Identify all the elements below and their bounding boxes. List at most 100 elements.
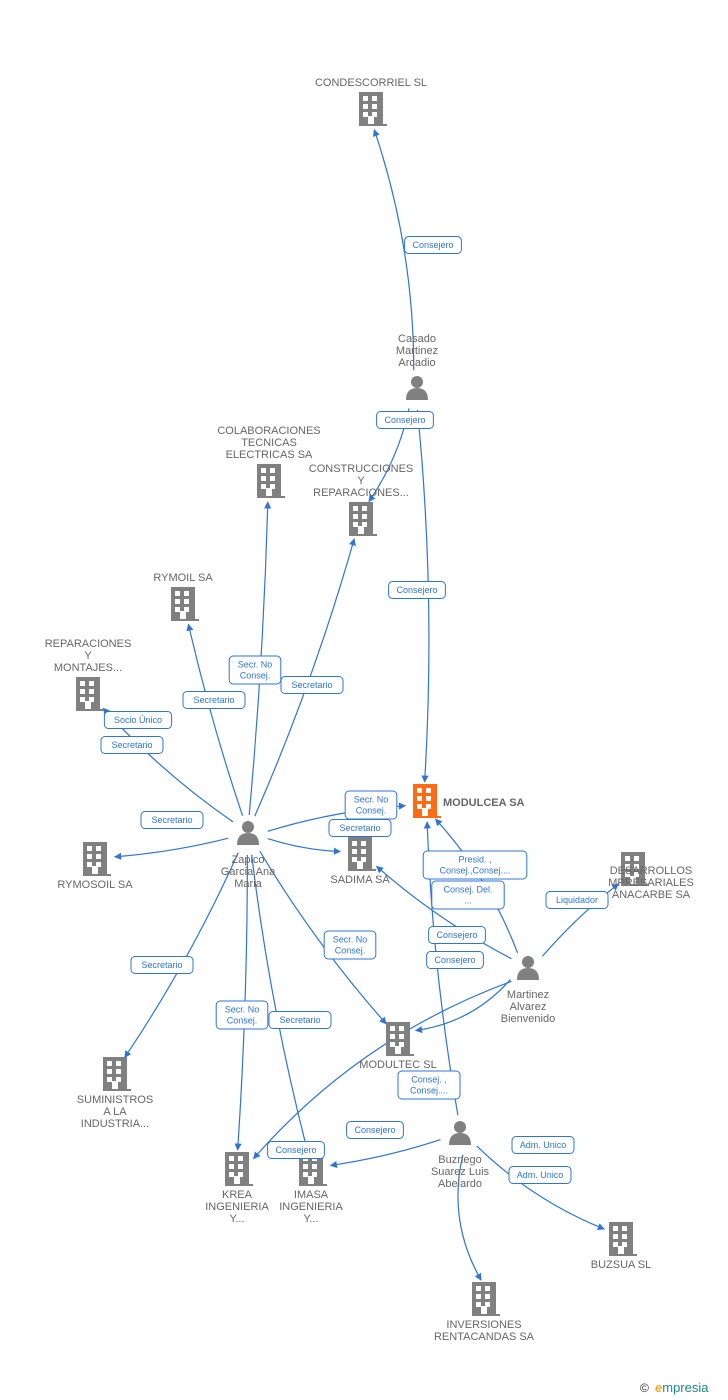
building-icon bbox=[349, 502, 377, 536]
edge-label: Secr. NoConsej. bbox=[345, 791, 397, 819]
edge-zapico-rymosoil bbox=[115, 838, 229, 857]
node-label: MartinezAlvarezBienvenido bbox=[501, 989, 555, 1025]
svg-text:Secretario: Secretario bbox=[111, 740, 152, 750]
node-label: SUMINISTROSA LAINDUSTRIA... bbox=[77, 1094, 153, 1130]
svg-text:Secretario: Secretario bbox=[291, 680, 332, 690]
building-icon bbox=[609, 1222, 637, 1256]
svg-text:Adm. Unico: Adm. Unico bbox=[520, 1140, 567, 1150]
edge-label: Consejero bbox=[405, 237, 462, 254]
building-icon bbox=[103, 1057, 131, 1091]
node-label: KREAINGENIERIAY... bbox=[205, 1189, 269, 1225]
edge-label: Consejero bbox=[347, 1122, 404, 1139]
node-rep_mont: REPARACIONESYMONTAJES... bbox=[45, 638, 132, 711]
node-label: CasadoMartinezArcadio bbox=[396, 333, 438, 369]
node-label: ZapicoGarcia AnaMaria bbox=[221, 854, 276, 890]
edge-label: Secretario bbox=[101, 737, 163, 754]
node-label: CONSTRUCCIONESYREPARACIONES... bbox=[309, 463, 414, 499]
node-modulcea: MODULCEA SA bbox=[413, 784, 525, 818]
node-label: BUZSUA SL bbox=[591, 1259, 652, 1271]
person-icon bbox=[449, 1121, 471, 1145]
edge-label: Secr. NoConsej. bbox=[229, 656, 281, 684]
edge-label: Secretario bbox=[269, 1012, 331, 1029]
person-icon bbox=[237, 821, 259, 845]
edge-martinez-sadima bbox=[377, 866, 512, 958]
node-label: SADIMA SA bbox=[330, 874, 390, 886]
node-colab_tec: COLABORACIONESTECNICASELECTRICAS SA bbox=[217, 425, 320, 498]
edge-label: Secretario bbox=[281, 677, 343, 694]
building-icon bbox=[83, 842, 111, 876]
edge-label: Secr. NoConsej. bbox=[324, 931, 376, 959]
brand-logo: empresia bbox=[655, 1380, 709, 1395]
node-label: MODULCEA SA bbox=[443, 797, 525, 809]
node-label: INVERSIONESRENTACANDAS SA bbox=[434, 1319, 535, 1343]
edge-label: Socio Único bbox=[104, 712, 171, 729]
svg-text:Consej. ,Consej....: Consej. ,Consej.... bbox=[410, 1075, 448, 1096]
edge-label: Consej. ,Consej.... bbox=[398, 1071, 460, 1099]
svg-text:Consejero: Consejero bbox=[436, 930, 477, 940]
edge-label: Presid. ,Consej.,Consej.... bbox=[423, 851, 527, 879]
building-icon bbox=[76, 677, 104, 711]
svg-text:Consejero: Consejero bbox=[412, 240, 453, 250]
node-krea: KREAINGENIERIAY... bbox=[205, 1152, 269, 1225]
building-icon bbox=[472, 1282, 500, 1316]
edge-label: Secretario bbox=[141, 812, 203, 829]
node-label: CONDESCORRIEL SL bbox=[315, 77, 427, 89]
person-icon bbox=[406, 376, 428, 400]
node-casado: CasadoMartinezArcadio bbox=[396, 333, 438, 400]
node-label: RYMOIL SA bbox=[153, 572, 213, 584]
svg-text:Consejero: Consejero bbox=[396, 585, 437, 595]
edge-buznego-buzsua bbox=[477, 1146, 604, 1229]
building-icon bbox=[257, 464, 285, 498]
building-icon bbox=[413, 784, 441, 818]
node-label: RYMOSOIL SA bbox=[57, 879, 133, 891]
node-label: IMASAINGENIERIAY... bbox=[279, 1189, 343, 1225]
edge-label: Secretario bbox=[183, 692, 245, 709]
node-sadima: SADIMA SA bbox=[330, 837, 390, 886]
svg-text:Secretario: Secretario bbox=[151, 815, 192, 825]
edge-label: Liquidador bbox=[546, 892, 608, 909]
svg-text:Secretario: Secretario bbox=[141, 960, 182, 970]
building-icon bbox=[171, 587, 199, 621]
node-label: BuznegoSuarez LuisAbelardo bbox=[431, 1154, 490, 1190]
node-buznego: BuznegoSuarez LuisAbelardo bbox=[431, 1121, 490, 1190]
svg-text:Socio Único: Socio Único bbox=[114, 715, 162, 725]
edge-label: Consejero bbox=[429, 927, 486, 944]
svg-text:Consejero: Consejero bbox=[275, 1145, 316, 1155]
svg-text:Secr. NoConsej.: Secr. NoConsej. bbox=[354, 795, 389, 816]
edge-label: Consej. Del.... bbox=[432, 881, 504, 909]
edge-label: Adm. Unico bbox=[509, 1167, 571, 1184]
edge-zapico-sadima bbox=[268, 839, 341, 852]
edge-label: Consejero bbox=[377, 412, 434, 429]
svg-text:Consejero: Consejero bbox=[354, 1125, 395, 1135]
building-icon bbox=[386, 1022, 414, 1056]
building-icon bbox=[359, 92, 387, 126]
node-constr_rep: CONSTRUCCIONESYREPARACIONES... bbox=[309, 463, 414, 536]
svg-text:Secretario: Secretario bbox=[339, 823, 380, 833]
building-icon bbox=[225, 1152, 253, 1186]
node-rymosoil: RYMOSOIL SA bbox=[57, 842, 133, 891]
node-inversiones: INVERSIONESRENTACANDAS SA bbox=[434, 1282, 535, 1343]
node-imasa: IMASAINGENIERIAY... bbox=[279, 1152, 343, 1225]
node-desarrollos: DESARROLLOSMPRESARIALESANACARBE SA bbox=[608, 852, 694, 901]
edge-label: Secretario bbox=[131, 957, 193, 974]
copyright-symbol: © bbox=[640, 1381, 649, 1395]
edge-label: Consejero bbox=[389, 582, 446, 599]
edge-label: Consejero bbox=[268, 1142, 325, 1159]
edge-label: Secr. NoConsej. bbox=[216, 1001, 268, 1029]
svg-text:Secretario: Secretario bbox=[193, 695, 234, 705]
svg-text:Consejero: Consejero bbox=[384, 415, 425, 425]
svg-text:Secr. NoConsej.: Secr. NoConsej. bbox=[238, 660, 273, 681]
svg-text:Liquidador: Liquidador bbox=[556, 895, 598, 905]
edge-buznego-imasa bbox=[330, 1140, 440, 1166]
svg-text:Secr. NoConsej.: Secr. NoConsej. bbox=[333, 935, 368, 956]
node-label: DESARROLLOSMPRESARIALESANACARBE SA bbox=[608, 865, 694, 901]
svg-text:Adm. Unico: Adm. Unico bbox=[517, 1170, 564, 1180]
edge-label: Adm. Unico bbox=[512, 1137, 574, 1154]
edge-zapico-rymoil bbox=[188, 624, 242, 816]
node-label: MODULTEC SL bbox=[359, 1059, 436, 1071]
svg-text:Secr. NoConsej.: Secr. NoConsej. bbox=[225, 1005, 260, 1026]
node-condescorriel: CONDESCORRIEL SL bbox=[315, 77, 427, 126]
node-martinez: MartinezAlvarezBienvenido bbox=[501, 956, 555, 1025]
node-rymoil: RYMOIL SA bbox=[153, 572, 213, 621]
network-diagram: CONDESCORRIEL SL CasadoMartinezArcadio COL… bbox=[0, 0, 728, 1400]
